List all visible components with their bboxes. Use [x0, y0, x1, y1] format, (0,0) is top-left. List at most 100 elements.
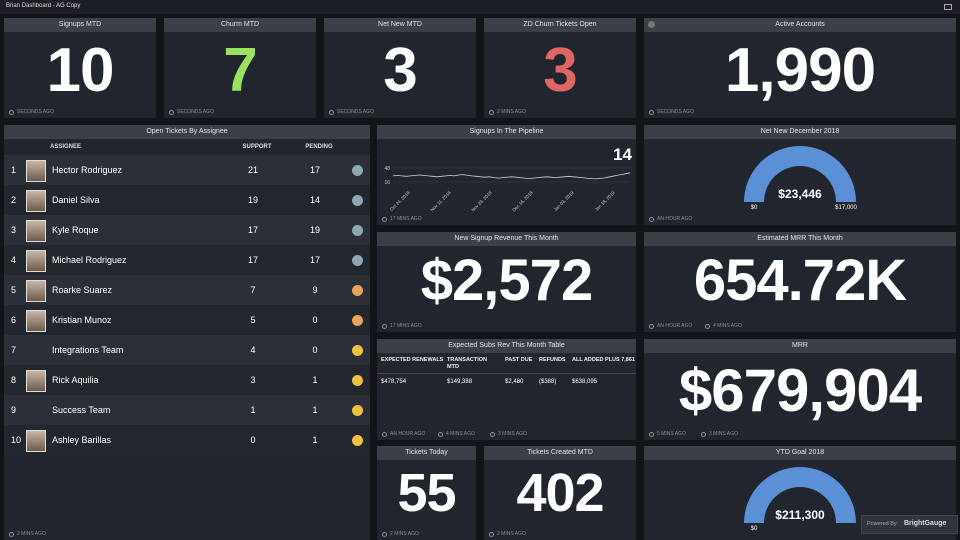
mood-icon: [352, 195, 363, 206]
column-header: PAST DUE: [505, 357, 533, 363]
info-icon: [648, 21, 655, 28]
last-updated-text: 3 MINS AGO: [498, 431, 527, 437]
pending-count: 0: [312, 315, 318, 325]
pending-count: 17: [309, 165, 320, 175]
last-updated: SECONDS AGO: [169, 109, 214, 115]
clock-icon: [382, 217, 387, 222]
rank: 1: [11, 165, 17, 175]
assignee-name: Rick Aquilia: [52, 375, 99, 385]
widget-title: Tickets Created MTD: [484, 446, 636, 460]
assignee-name: Integrations Team: [52, 345, 124, 355]
pending-count: 1: [312, 375, 318, 385]
clock-icon: [705, 324, 710, 329]
support-count: 21: [247, 165, 258, 175]
pending-count: 14: [309, 195, 320, 205]
rank: 5: [11, 285, 17, 295]
badge-brand: BrightGauge: [904, 520, 947, 527]
last-updated-text: 3 MINS AGO: [709, 431, 738, 437]
widget-title: Net New December 2018: [644, 125, 956, 139]
assignee-name: Roarke Suarez: [52, 285, 113, 295]
clock-icon: [382, 432, 387, 437]
metric-value: 654.72K: [693, 248, 907, 313]
table-cell: ($388): [539, 379, 557, 385]
column-header: ALL ADDED PLUS 7,861: [572, 357, 635, 363]
mood-icon: [352, 345, 363, 356]
dashboard-title[interactable]: Brian Dashboard - AG Copy: [6, 3, 81, 9]
dropdown-caret[interactable]: ⌄: [72, 3, 78, 9]
widget: Open Tickets By Assignee ASSIGNEE SUPPORT P…: [4, 125, 370, 540]
widget-title: New Signup Revenue This Month: [377, 232, 636, 246]
clock-icon: [169, 110, 174, 115]
mood-icon: [352, 375, 363, 386]
pending-count: 19: [309, 225, 320, 235]
rank: 3: [11, 225, 17, 235]
clock-icon: [649, 432, 654, 437]
table-row: 10 Ashley Barillas 0 1: [4, 425, 370, 455]
avatar: [26, 430, 46, 452]
assignee-name: Ashley Barillas: [52, 435, 112, 445]
assignee-name: Success Team: [52, 405, 111, 415]
gauge-arc: [744, 467, 856, 523]
avatar: [26, 190, 46, 212]
latest-value: 14: [613, 145, 632, 164]
last-updated: 17 MINS AGO: [382, 323, 422, 329]
last-updated: 2 MINS AGO: [382, 531, 419, 537]
assignee-name: Kyle Roque: [52, 225, 99, 235]
support-count: 3: [250, 375, 256, 385]
widget-title: Open Tickets By Assignee: [4, 125, 370, 139]
last-updated-text: 4 MINS AGO: [446, 431, 475, 437]
widget: MRR $679,904 5 MINS AGO 3 MINS AGO: [644, 339, 956, 440]
gauge-value: $211,300: [775, 508, 825, 522]
column-header: ASSIGNEE: [50, 144, 82, 150]
column-header: PENDING: [305, 144, 333, 150]
clock-icon: [649, 324, 654, 329]
support-count: 17: [247, 225, 258, 235]
table-row: 8 Rick Aquilia 3 1: [4, 365, 370, 395]
last-updated: 3 MINS AGO: [701, 431, 738, 437]
support-count: 5: [250, 315, 256, 325]
avatar: [26, 160, 46, 182]
table-row: 9 Success Team 1 1: [4, 395, 370, 425]
table-row: 6 Kristian Munoz 5 0: [4, 305, 370, 335]
mood-icon: [352, 435, 363, 446]
clock-icon: [649, 217, 654, 222]
widget-title: Signups MTD: [4, 18, 156, 32]
support-count: 19: [247, 195, 258, 205]
metric-value: 1,990: [724, 36, 876, 105]
clock-icon: [382, 324, 387, 329]
widget: New Signup Revenue This Month $2,572 17 MI…: [377, 232, 636, 332]
clock-icon: [382, 532, 387, 537]
widget: Net New MTD 3 SECONDS AGO: [324, 18, 476, 118]
top-bar: Brian Dashboard - AG Copy ⌄: [0, 0, 960, 14]
rank: 7: [11, 345, 17, 355]
rank: 6: [11, 315, 17, 325]
table-cell: $638,095: [572, 379, 598, 385]
metric-value: 3: [383, 36, 417, 105]
clock-icon: [701, 432, 706, 437]
rank: 8: [11, 375, 17, 385]
clock-icon: [329, 110, 334, 115]
clock-icon: [649, 110, 654, 115]
last-updated: 2 MINS AGO: [489, 531, 526, 537]
widget: Signups MTD 10 SECONDS AGO: [4, 18, 156, 118]
table-row: 5 Roarke Suarez 7 9: [4, 275, 370, 305]
line-series: [392, 172, 631, 180]
x-tick-label: Nov 29, 2018: [470, 190, 493, 213]
mood-icon: [352, 405, 363, 416]
last-updated-text: AN HOUR AGO: [657, 323, 693, 329]
table-row: 1 Hector Rodriguez 21 17: [4, 155, 370, 185]
table-row: 7 Integrations Team 4 0: [4, 335, 370, 365]
fullscreen-icon[interactable]: [944, 4, 952, 10]
pending-count: 17: [309, 255, 320, 265]
table-cell: $2,480: [505, 379, 524, 385]
table-row: 4 Michael Rodriguez 17 17: [4, 245, 370, 275]
last-updated-text: SECONDS AGO: [657, 109, 694, 115]
widget-title: Churm MTD: [164, 18, 316, 32]
clock-icon: [489, 110, 494, 115]
assignee-name: Michael Rodriguez: [52, 255, 127, 265]
last-updated: SECONDS AGO: [649, 109, 694, 115]
last-updated: AN HOUR AGO: [649, 216, 692, 222]
widget-title: Tickets Today: [377, 446, 476, 460]
last-updated: AN HOUR AGO: [649, 323, 692, 329]
last-updated: SECONDS AGO: [329, 109, 374, 115]
